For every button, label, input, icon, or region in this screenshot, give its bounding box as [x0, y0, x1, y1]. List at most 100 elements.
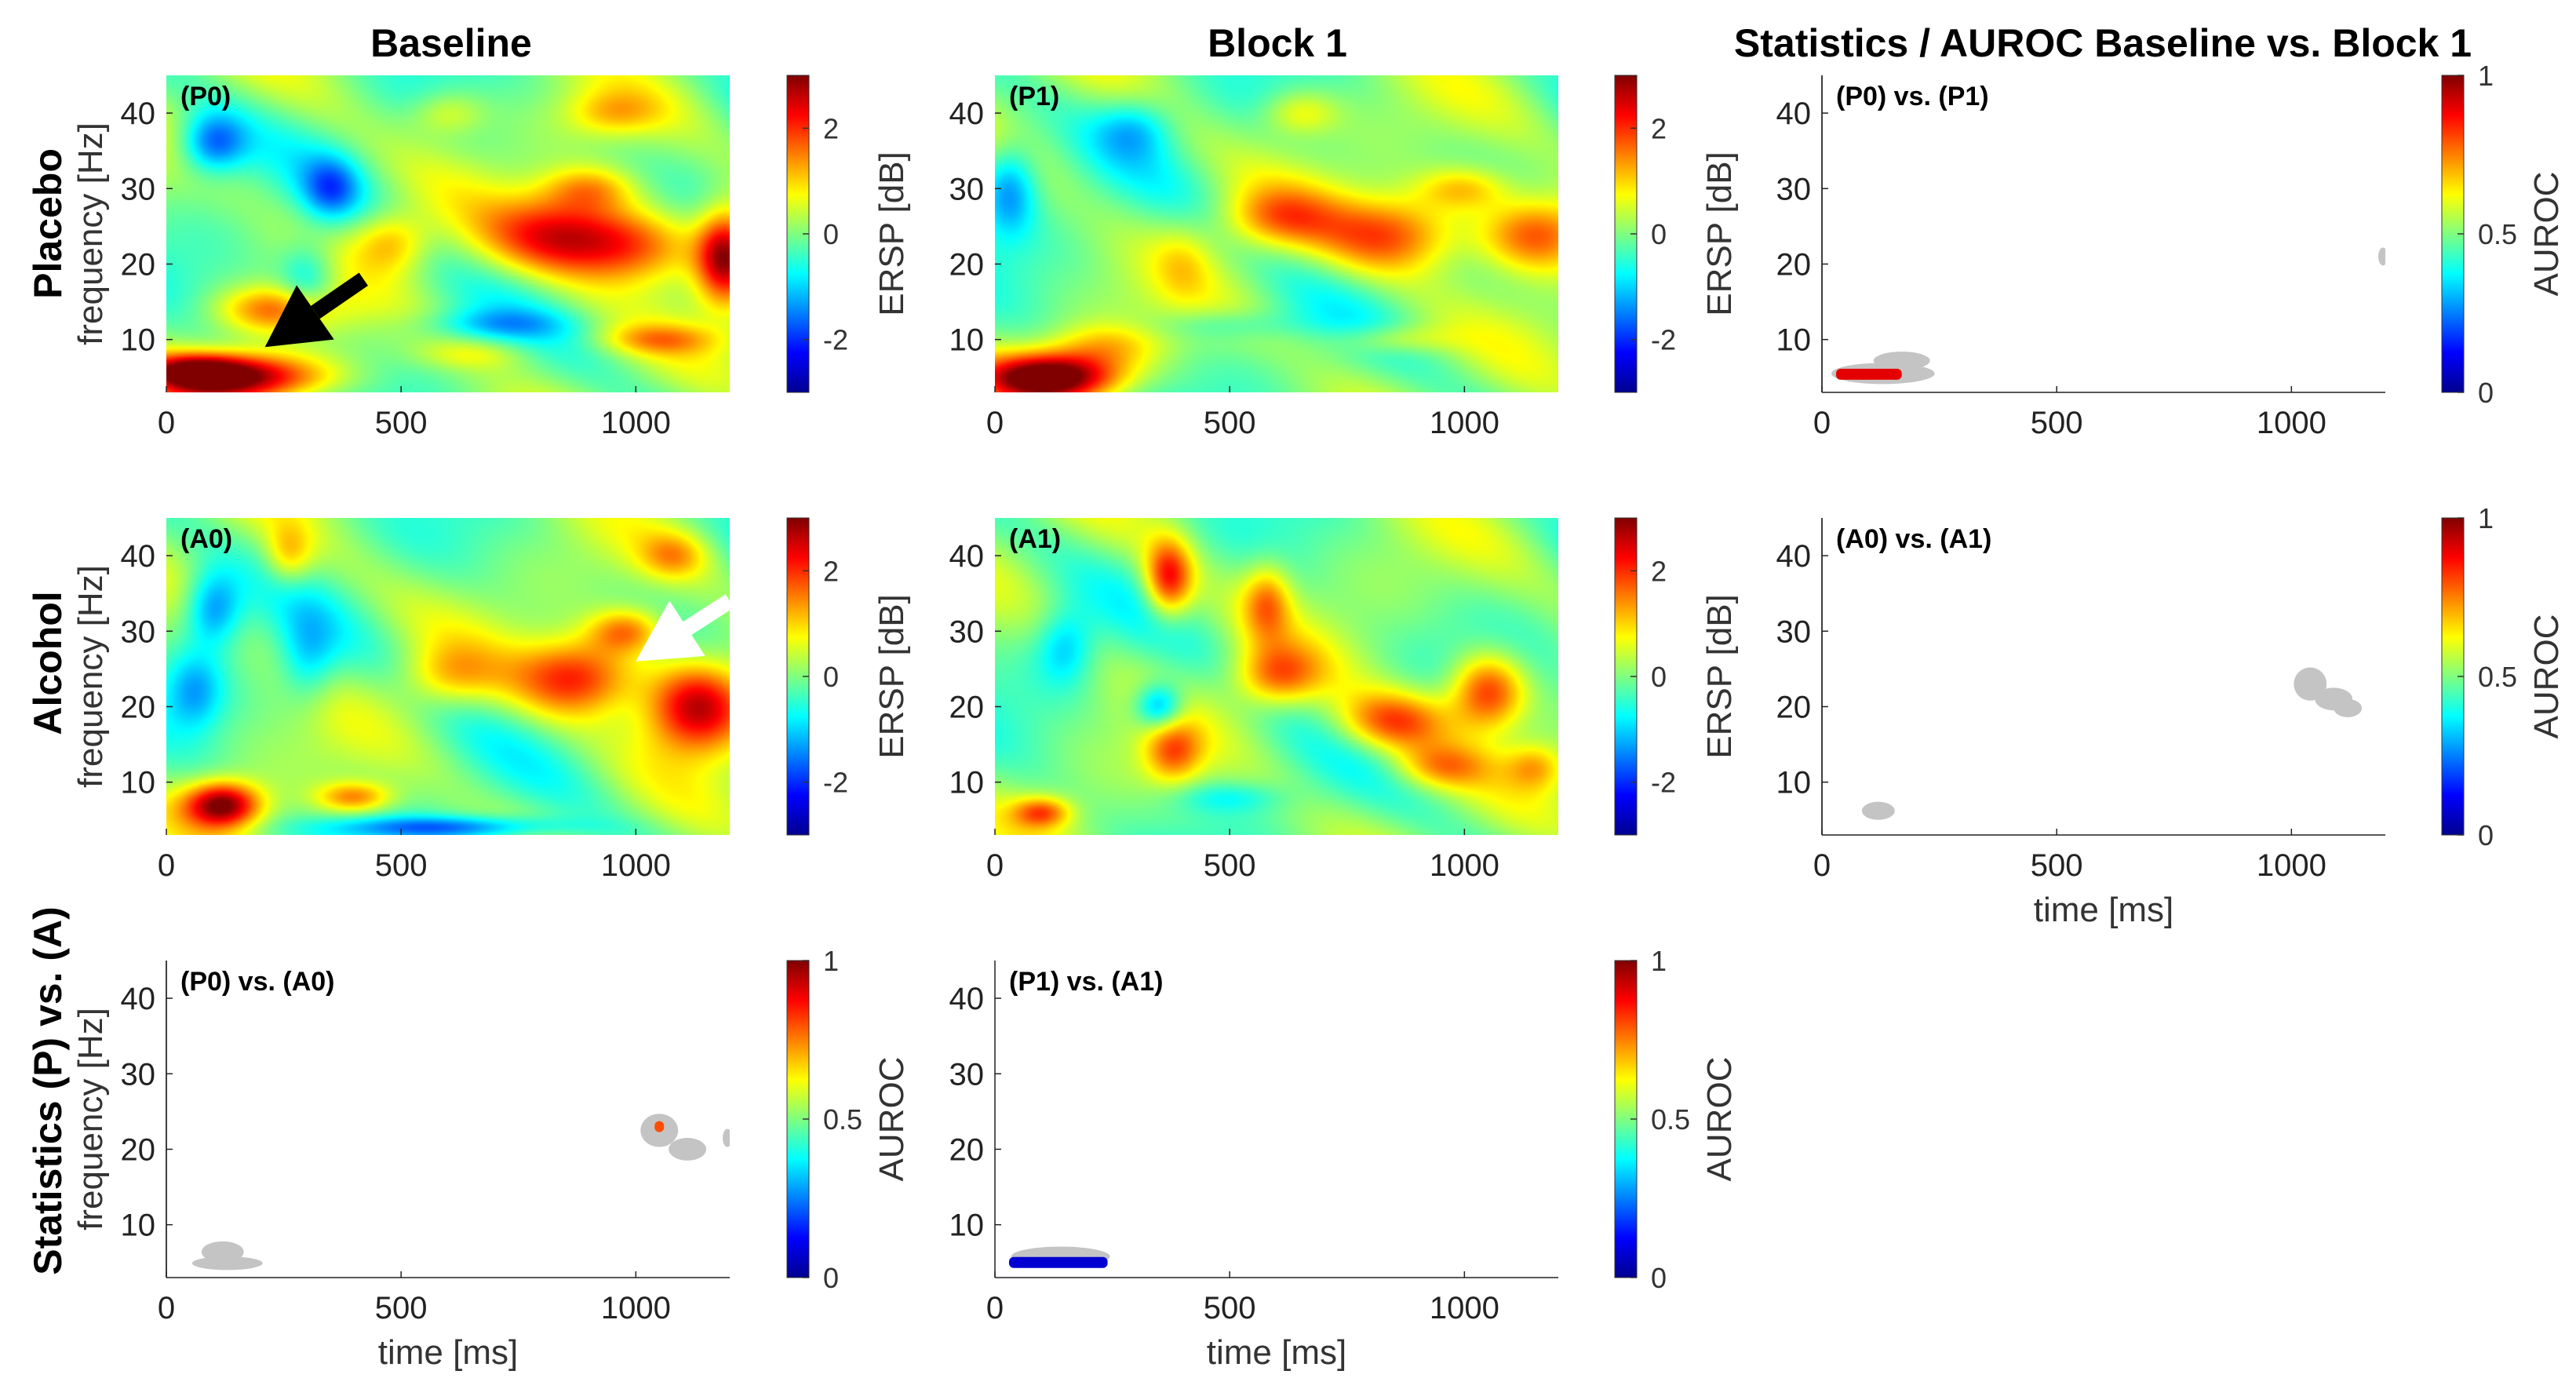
colorbar-label: AUROC [1700, 1057, 1739, 1182]
y-axis-label: frequency [Hz] [71, 1008, 110, 1230]
y-tick-label: 40 [121, 97, 156, 131]
colorbar-label: AUROC [873, 1057, 911, 1182]
colorbar-tick-label: 1 [1651, 945, 1667, 977]
panel-label: (P1) vs. (A1) [1009, 967, 1164, 997]
x-tick-label: 1000 [601, 1291, 671, 1325]
y-tick-label: 20 [1776, 690, 1812, 724]
panel-label: (P0) [180, 82, 231, 111]
y-tick-label: 10 [1776, 766, 1812, 800]
colorbar-label: AUROC [2527, 614, 2566, 739]
colorbar-label: AUROC [2527, 172, 2566, 297]
panel-label: (A1) [1009, 524, 1061, 554]
x-tick-label: 500 [375, 406, 428, 440]
y-tick-label: 40 [949, 97, 985, 131]
colorbar-tick-label: -2 [1651, 767, 1676, 799]
y-tick-label: 20 [949, 1132, 985, 1167]
y-tick-label: 40 [949, 982, 985, 1016]
x-tick-label: 1000 [1430, 406, 1499, 440]
panel-p0-vs-a0: 0 500 1000 10 20 30 40 time [ms] frequency [Hz] (… [71, 961, 730, 1372]
colorbar-tick-label: -2 [823, 767, 848, 799]
auroc-background [1822, 518, 2385, 835]
panel-label: (P0) vs. (P1) [1836, 82, 1989, 111]
auroc-background [995, 961, 1558, 1278]
panel-label: (A0) [180, 524, 232, 554]
panel-label: (P0) vs. (A0) [180, 967, 335, 997]
x-tick-label: 0 [986, 406, 1004, 440]
y-tick-label: 30 [949, 1057, 985, 1092]
y-tick-label: 40 [949, 539, 985, 574]
significance-regions [1861, 667, 2363, 820]
x-tick-label: 1000 [601, 406, 671, 440]
panel-p0-vs-a0-colorbar: 0 0.5 1 AUROC [786, 945, 911, 1294]
y-tick-label: 30 [121, 1057, 156, 1092]
significance-regions [191, 1114, 730, 1271]
colorbar-tick-label: 0 [2478, 377, 2494, 409]
column-title-statistics: Statistics / AUROC Baseline vs. Block 1 [1734, 21, 2472, 65]
x-tick-label: 1000 [2257, 848, 2326, 883]
y-axis-label: frequency [Hz] [71, 565, 110, 788]
y-tick-label: 10 [949, 1209, 985, 1243]
colorbar-tick-label: 1 [823, 945, 839, 977]
annotation-arrow-head [636, 600, 705, 662]
y-tick-label: 10 [121, 766, 156, 800]
y-tick-label: 20 [121, 247, 156, 282]
y-axis-label: frequency [Hz] [71, 122, 110, 345]
panel-p1-colorbar: -2 0 2 ERSP [dB] [1614, 75, 1739, 393]
y-tick-label: 40 [121, 982, 156, 1016]
panel-label: (P1) [1009, 82, 1059, 111]
panel-a0-vs-a1: 0 500 1000 10 20 30 40 time [ms] (A0) vs. (A1) [1776, 518, 2385, 929]
panel-p1: 0 500 1000 10 20 30 40 (P1) [949, 75, 1558, 440]
row-title-placebo: Placebo [26, 148, 70, 299]
colorbar-tick-label: 0 [1651, 661, 1667, 693]
y-tick-label: 30 [1776, 614, 1812, 649]
y-tick-label: 30 [121, 614, 156, 649]
colorbar-tick-label: 0.5 [2478, 218, 2517, 250]
y-tick-label: 30 [121, 172, 156, 206]
panel-a1: 0 500 1000 10 20 30 40 (A1) [949, 518, 1558, 883]
panel-a0-colorbar: -2 0 2 ERSP [dB] [786, 517, 911, 836]
x-tick-label: 0 [158, 1291, 175, 1325]
panel-p1-vs-a1: 0 500 1000 10 20 30 40 time [ms] (P1) vs. (A1) [949, 961, 1558, 1372]
colorbar-tick-label: 0.5 [823, 1103, 862, 1136]
y-tick-label: 10 [949, 766, 985, 800]
panel-label: (A0) vs. (A1) [1836, 524, 1991, 554]
x-tick-label: 0 [1813, 848, 1831, 883]
nonsignificant-region [2294, 667, 2327, 701]
colorbar-tick-label: -2 [823, 324, 848, 356]
y-tick-label: 40 [1776, 97, 1812, 131]
annotation-arrow-shaft [311, 272, 368, 319]
colorbar-tick-label: 0 [823, 1262, 839, 1294]
y-tick-label: 40 [1776, 539, 1812, 574]
row-title-statistics-p-vs-a: Statistics (P) vs. (A) [26, 906, 70, 1275]
colorbar-tick-label: 2 [823, 555, 839, 587]
x-tick-label: 1000 [1430, 848, 1499, 883]
panel-p0: 0 500 1000 10 20 30 40 frequency [Hz] (P0) [71, 75, 730, 440]
x-tick-label: 0 [158, 848, 175, 883]
x-axis-label: time [ms] [378, 1333, 518, 1372]
colorbar-tick-label: 1 [2478, 502, 2494, 534]
x-tick-label: 0 [986, 1291, 1004, 1325]
y-tick-label: 20 [121, 690, 156, 724]
colorbar-tick-label: 1 [2478, 60, 2494, 92]
significant-region [1835, 368, 1902, 380]
nonsignificant-region [191, 1256, 263, 1271]
colorbar-label: ERSP [dB] [873, 151, 911, 316]
significance-regions [1831, 247, 2385, 385]
x-tick-label: 500 [375, 1291, 428, 1325]
auroc-background [1822, 75, 2385, 392]
ersp-heatmap [166, 75, 730, 392]
colorbar-label: ERSP [dB] [1700, 151, 1739, 316]
panel-p0-vs-p1: 0 500 1000 10 20 30 40 (P0) vs. (P1) [1776, 75, 2385, 440]
panel-p0-colorbar: -2 0 2 ERSP [dB] [786, 75, 911, 393]
x-axis-label: time [ms] [1207, 1333, 1346, 1372]
colorbar-tick-label: 2 [1651, 555, 1667, 587]
y-tick-label: 20 [949, 247, 985, 282]
panel-a0-vs-a1-colorbar: 0 0.5 1 AUROC [2441, 502, 2566, 851]
colorbar-tick-label: 0.5 [2478, 661, 2517, 693]
colorbar-label: ERSP [dB] [1700, 594, 1739, 759]
x-tick-label: 500 [1204, 1291, 1256, 1325]
y-tick-label: 10 [949, 323, 985, 358]
y-tick-label: 20 [1776, 247, 1812, 282]
column-title-baseline: Baseline [370, 21, 532, 65]
